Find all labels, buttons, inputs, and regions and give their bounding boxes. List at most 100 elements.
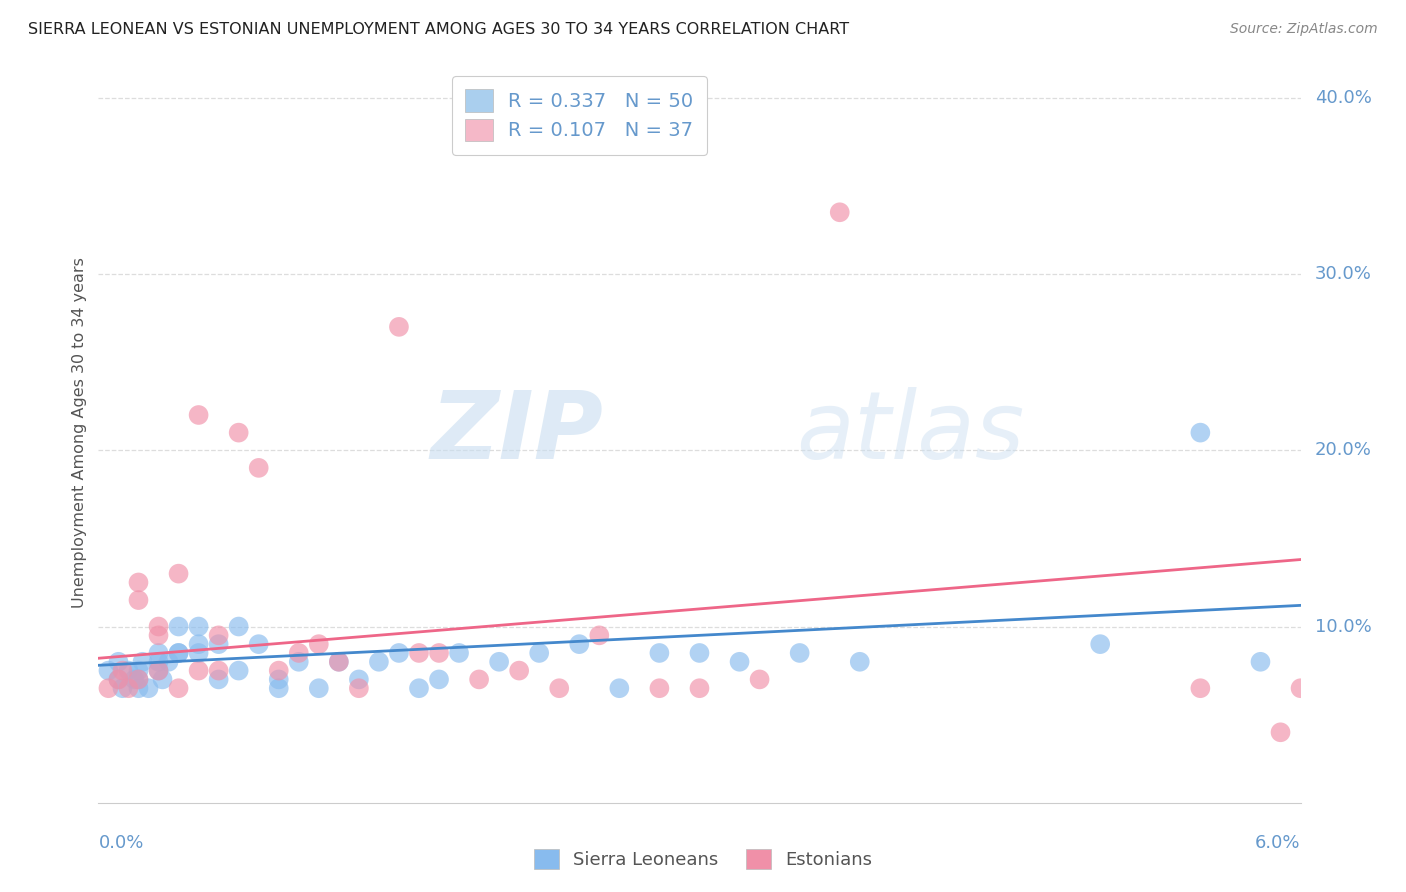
Point — [128, 673, 150, 687]
Point — [167, 619, 190, 633]
Point — [131, 655, 153, 669]
Point — [588, 628, 610, 642]
Point — [427, 646, 450, 660]
Text: 10.0%: 10.0% — [1315, 617, 1371, 635]
Point — [648, 681, 671, 696]
Point — [148, 619, 170, 633]
Point — [849, 655, 872, 669]
Text: 20.0%: 20.0% — [1315, 442, 1371, 459]
Point — [548, 681, 571, 696]
Point — [111, 681, 134, 696]
Point — [609, 681, 631, 696]
Point — [111, 664, 134, 678]
Text: SIERRA LEONEAN VS ESTONIAN UNEMPLOYMENT AMONG AGES 30 TO 34 YEARS CORRELATION CH: SIERRA LEONEAN VS ESTONIAN UNEMPLOYMENT … — [28, 22, 849, 37]
Point — [228, 425, 250, 440]
Text: 40.0%: 40.0% — [1315, 88, 1371, 107]
Point — [688, 681, 710, 696]
Point — [148, 646, 170, 660]
Point — [688, 646, 710, 660]
Point — [388, 319, 411, 334]
Point — [328, 655, 350, 669]
Point — [107, 655, 129, 669]
Point — [152, 673, 174, 687]
Point — [247, 637, 270, 651]
Point — [267, 681, 290, 696]
Point — [128, 673, 150, 687]
Point — [267, 664, 290, 678]
Point — [789, 646, 811, 660]
Point — [347, 681, 370, 696]
Point — [128, 664, 150, 678]
Point — [187, 646, 209, 660]
Legend: Sierra Leoneans, Estonians: Sierra Leoneans, Estonians — [524, 839, 882, 879]
Point — [148, 655, 170, 669]
Point — [148, 664, 170, 678]
Point — [388, 646, 411, 660]
Point — [107, 673, 129, 687]
Point — [468, 673, 491, 687]
Point — [529, 646, 551, 660]
Point — [568, 637, 591, 651]
Point — [508, 664, 530, 678]
Point — [308, 637, 330, 651]
Point — [117, 681, 139, 696]
Point — [187, 637, 209, 651]
Point — [1250, 655, 1272, 669]
Point — [124, 673, 146, 687]
Text: 6.0%: 6.0% — [1256, 834, 1301, 852]
Point — [97, 681, 120, 696]
Point — [208, 637, 231, 651]
Text: Source: ZipAtlas.com: Source: ZipAtlas.com — [1230, 22, 1378, 37]
Point — [408, 646, 430, 660]
Point — [157, 655, 180, 669]
Legend: R = 0.337   N = 50, R = 0.107   N = 37: R = 0.337 N = 50, R = 0.107 N = 37 — [451, 76, 707, 155]
Text: atlas: atlas — [796, 387, 1024, 478]
Point — [748, 673, 770, 687]
Point — [128, 593, 150, 607]
Point — [208, 628, 231, 642]
Point — [1189, 681, 1212, 696]
Point — [208, 664, 231, 678]
Point — [347, 673, 370, 687]
Point — [1289, 681, 1312, 696]
Point — [828, 205, 851, 219]
Point — [447, 646, 470, 660]
Point — [247, 461, 270, 475]
Text: 30.0%: 30.0% — [1315, 265, 1371, 283]
Text: ZIP: ZIP — [430, 386, 603, 479]
Point — [208, 673, 231, 687]
Point — [728, 655, 751, 669]
Point — [308, 681, 330, 696]
Point — [148, 628, 170, 642]
Point — [328, 655, 350, 669]
Point — [167, 646, 190, 660]
Point — [187, 408, 209, 422]
Y-axis label: Unemployment Among Ages 30 to 34 years: Unemployment Among Ages 30 to 34 years — [72, 257, 87, 608]
Point — [288, 646, 311, 660]
Point — [128, 575, 150, 590]
Point — [228, 664, 250, 678]
Text: 0.0%: 0.0% — [98, 834, 143, 852]
Point — [648, 646, 671, 660]
Point — [1270, 725, 1292, 739]
Point — [1189, 425, 1212, 440]
Point — [187, 619, 209, 633]
Point — [488, 655, 510, 669]
Point — [228, 619, 250, 633]
Point — [368, 655, 391, 669]
Point — [117, 664, 139, 678]
Point — [427, 673, 450, 687]
Point — [138, 681, 160, 696]
Point — [148, 664, 170, 678]
Point — [267, 673, 290, 687]
Point — [167, 566, 190, 581]
Point — [167, 681, 190, 696]
Point — [107, 673, 129, 687]
Point — [167, 646, 190, 660]
Point — [408, 681, 430, 696]
Point — [1090, 637, 1112, 651]
Point — [187, 664, 209, 678]
Point — [288, 655, 311, 669]
Point — [97, 664, 120, 678]
Point — [128, 681, 150, 696]
